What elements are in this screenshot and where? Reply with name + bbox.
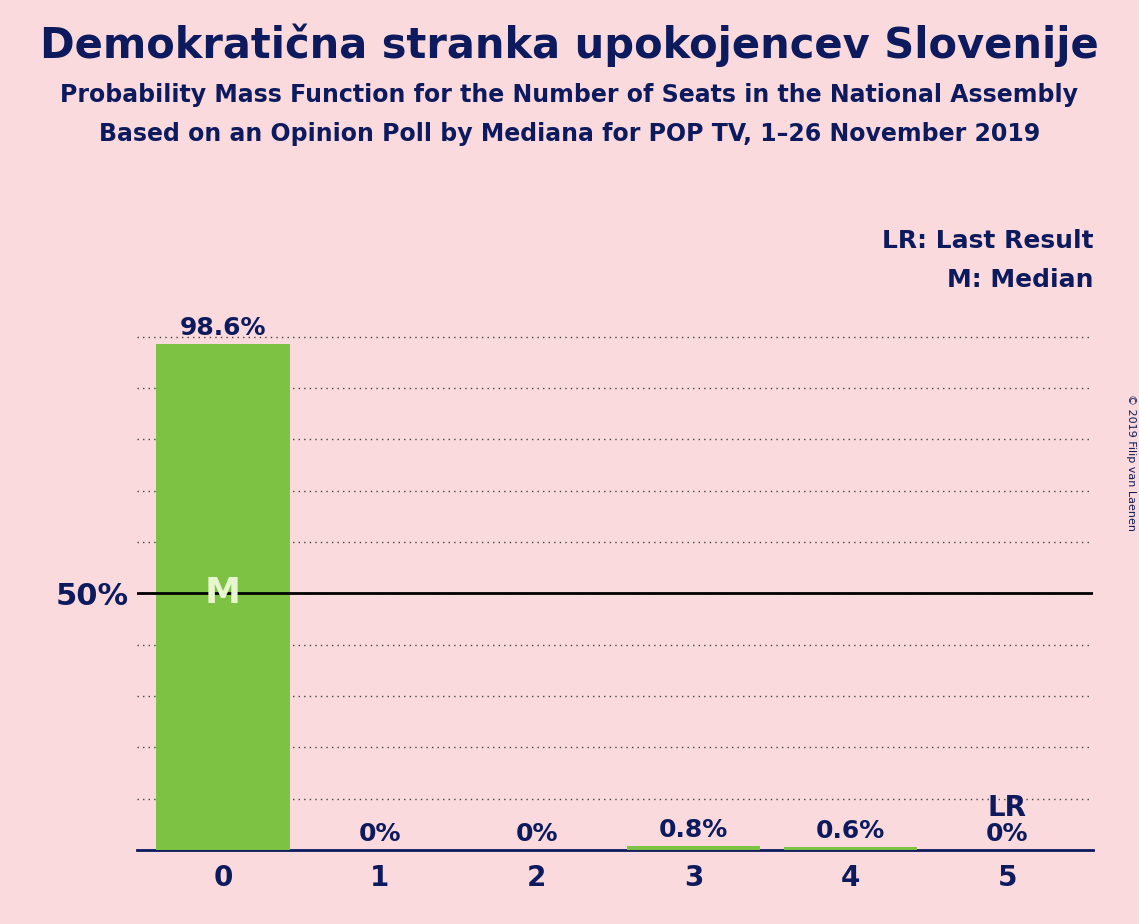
Text: LR: Last Result: LR: Last Result — [882, 229, 1093, 253]
Text: Based on an Opinion Poll by Mediana for POP TV, 1–26 November 2019: Based on an Opinion Poll by Mediana for … — [99, 122, 1040, 146]
Text: M: Median: M: Median — [947, 268, 1093, 292]
Text: 98.6%: 98.6% — [180, 316, 267, 340]
Bar — [156, 344, 289, 850]
Bar — [626, 846, 760, 850]
Text: 0%: 0% — [515, 822, 558, 846]
Text: 0.6%: 0.6% — [816, 819, 885, 843]
Text: M: M — [205, 577, 241, 611]
Text: Probability Mass Function for the Number of Seats in the National Assembly: Probability Mass Function for the Number… — [60, 83, 1079, 107]
Text: © 2019 Filip van Laenen: © 2019 Filip van Laenen — [1126, 394, 1136, 530]
Text: 0%: 0% — [359, 822, 401, 846]
Text: 0.8%: 0.8% — [658, 818, 728, 842]
Bar — [784, 847, 917, 850]
Text: Demokratična stranka upokojencev Slovenije: Demokratična stranka upokojencev Sloveni… — [40, 23, 1099, 67]
Text: LR: LR — [988, 794, 1026, 821]
Text: 0%: 0% — [986, 822, 1029, 846]
